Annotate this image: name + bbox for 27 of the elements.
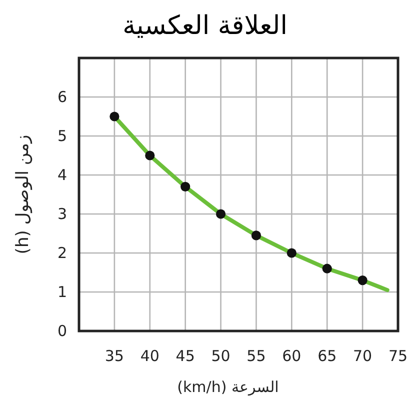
x-tick-label: 75 <box>388 347 408 365</box>
y-axis-title: زمن الوصول (h) <box>13 134 33 254</box>
point <box>286 248 296 258</box>
point <box>145 150 155 160</box>
y-tick-label: 4 <box>57 166 67 184</box>
point <box>216 209 226 219</box>
y-tick-label: 1 <box>57 283 67 301</box>
point <box>180 182 190 192</box>
x-tick-label: 65 <box>318 347 337 365</box>
y-tick-label: 2 <box>57 244 67 262</box>
y-tick-label: 3 <box>57 205 67 223</box>
y-tick-label: 0 <box>57 322 67 340</box>
x-tick-label: 60 <box>282 347 302 365</box>
x-tick-label: 45 <box>176 347 195 365</box>
y-tick-label: 6 <box>57 88 67 106</box>
x-axis-title: السرعة (km/h) <box>177 378 279 396</box>
x-tick-label: 35 <box>104 347 124 365</box>
point <box>358 276 368 286</box>
x-tick-label: 55 <box>246 347 266 365</box>
chart-title: العلاقة العكسية <box>122 11 288 41</box>
point <box>110 112 120 122</box>
x-tick-label: 40 <box>140 347 160 365</box>
point <box>251 230 262 240</box>
x-tick-label: 70 <box>353 347 372 365</box>
y-tick-label: 5 <box>57 127 67 145</box>
point <box>322 264 332 274</box>
x-tick-label: 50 <box>211 347 230 365</box>
